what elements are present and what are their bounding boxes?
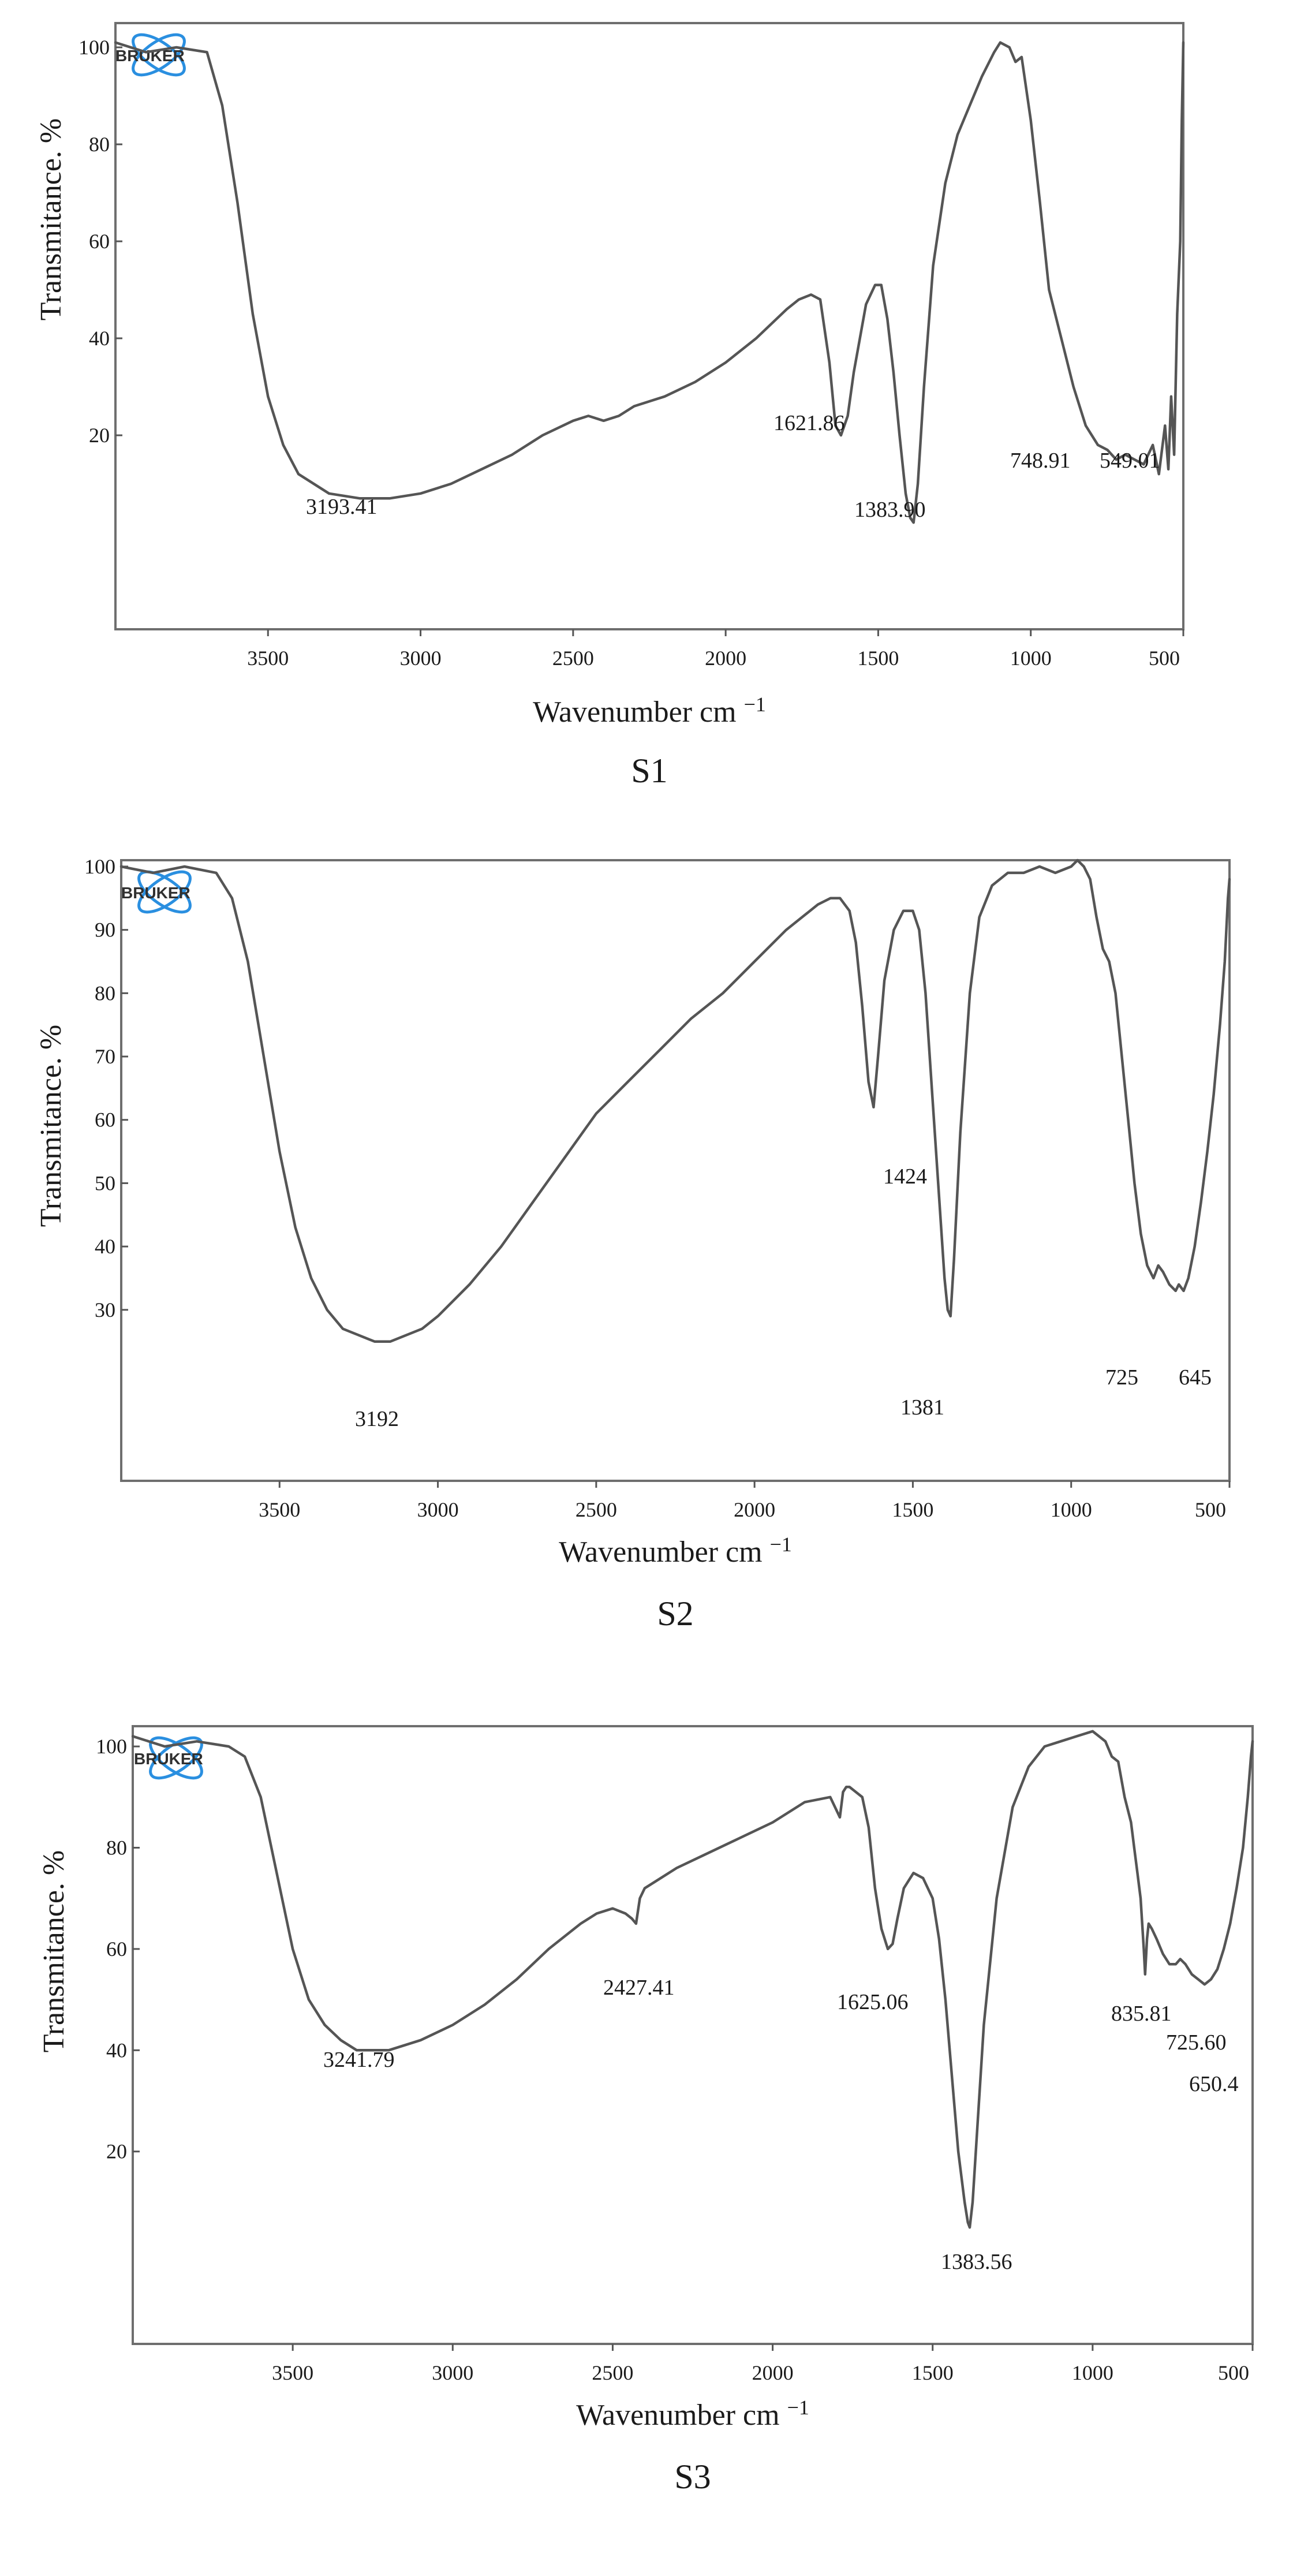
y-tick-label: 20 bbox=[106, 2140, 127, 2163]
peak-label: 3241.79 bbox=[323, 2048, 395, 2072]
panel-label: S3 bbox=[674, 2458, 711, 2496]
y-tick-label: 90 bbox=[95, 919, 115, 942]
peak-label: 1424 bbox=[883, 1164, 927, 1189]
x-tick-label: 1500 bbox=[857, 647, 899, 670]
plot-frame bbox=[114, 22, 1184, 630]
peak-label: 3193.41 bbox=[306, 495, 378, 519]
x-axis-title: Wavenumber cm −1 bbox=[576, 2396, 809, 2432]
x-tick-label: 1500 bbox=[892, 1498, 933, 1521]
peak-label: 1625.06 bbox=[837, 1990, 909, 2014]
peak-label: 725.60 bbox=[1166, 2030, 1227, 2055]
x-tick-label: 500 bbox=[1149, 647, 1180, 670]
y-tick-label: 40 bbox=[89, 327, 110, 350]
peak-label: 1383.90 bbox=[854, 498, 926, 522]
x-tick-label: 3500 bbox=[259, 1498, 300, 1521]
panel-label: S1 bbox=[631, 752, 667, 790]
spectrum-line bbox=[114, 41, 1185, 524]
y-axis-ticks: 20 40 60 80 100 bbox=[79, 36, 122, 447]
x-tick-label: 1000 bbox=[1051, 1498, 1092, 1521]
y-axis-title: Transmitance. % bbox=[35, 118, 68, 320]
x-tick-label: 500 bbox=[1218, 2361, 1249, 2384]
x-tick-label: 2500 bbox=[552, 647, 594, 670]
y-axis-ticks: 30 40 50 60 70 80 90 100 bbox=[84, 855, 128, 1321]
logo-orbit-icon bbox=[149, 1736, 203, 1780]
y-tick-label: 100 bbox=[79, 36, 110, 59]
peak-label: 725 bbox=[1105, 1365, 1138, 1390]
plot-frame bbox=[132, 1725, 1254, 2345]
x-tick-label: 500 bbox=[1195, 1498, 1226, 1521]
logo-orbit-icon bbox=[137, 870, 192, 914]
peak-label: 2427.41 bbox=[603, 1976, 675, 2000]
y-tick-label: 40 bbox=[95, 1235, 115, 1258]
x-tick-label: 1500 bbox=[912, 2361, 954, 2384]
spectrum-panel-s3: BRUKER 20 40 60 80 100 3500 3000 2500 2000 1500 1… bbox=[0, 1692, 1308, 2575]
y-tick-label: 30 bbox=[95, 1298, 115, 1321]
spectrum-line bbox=[131, 1730, 1254, 2229]
logo-orbit-icon bbox=[132, 33, 186, 77]
logo-orbit-icon bbox=[132, 33, 186, 77]
x-tick-label: 2000 bbox=[752, 2361, 794, 2384]
peak-annotations: 3241.79 2427.41 1625.06 1383.56 835.81 7… bbox=[323, 1976, 1239, 2274]
x-tick-label: 1000 bbox=[1010, 647, 1052, 670]
x-tick-label: 1000 bbox=[1072, 2361, 1113, 2384]
panel-label: S2 bbox=[657, 1595, 693, 1633]
chart-s3-svg: BRUKER 20 40 60 80 100 3500 3000 2500 2000 1500 1… bbox=[38, 1725, 1254, 2496]
peak-label: 1381 bbox=[900, 1395, 944, 1420]
peak-label: 650.4 bbox=[1189, 2072, 1239, 2096]
x-axis-ticks: 3500 3000 2500 2000 1500 1000 500 bbox=[247, 629, 1184, 670]
peak-label: 1621.86 bbox=[773, 411, 845, 435]
peak-annotations: 3193.41 1621.86 1383.90 748.91 549.01 bbox=[306, 411, 1160, 522]
peak-annotations: 3192 1424 1381 725 645 bbox=[355, 1164, 1212, 1431]
x-tick-label: 3500 bbox=[247, 647, 289, 670]
y-tick-label: 100 bbox=[96, 1735, 127, 1758]
x-tick-label: 3500 bbox=[272, 2361, 313, 2384]
peak-label: 645 bbox=[1179, 1365, 1212, 1390]
logo-text: BRUKER bbox=[134, 1750, 203, 1768]
x-tick-label: 3000 bbox=[432, 2361, 473, 2384]
chart-s2-svg: BRUKER 30 40 50 60 70 80 90 100 3500 3000 2500 200… bbox=[35, 855, 1231, 1633]
bruker-logo: BRUKER bbox=[121, 870, 192, 914]
y-tick-label: 80 bbox=[89, 133, 110, 156]
peak-label: 835.81 bbox=[1111, 2002, 1172, 2026]
bruker-logo: BRUKER bbox=[134, 1736, 203, 1780]
x-axis-ticks: 3500 3000 2500 2000 1500 1000 500 bbox=[272, 2344, 1254, 2384]
peak-label: 1383.56 bbox=[941, 2250, 1012, 2274]
y-tick-label: 100 bbox=[84, 855, 115, 878]
logo-text: BRUKER bbox=[121, 884, 190, 902]
spectrum-line bbox=[119, 858, 1231, 1343]
y-axis-title: Transmitance. % bbox=[38, 1850, 70, 2052]
x-axis-title: Wavenumber cm −1 bbox=[533, 693, 766, 729]
logo-orbit-icon bbox=[137, 870, 192, 914]
x-tick-label: 2500 bbox=[575, 1498, 617, 1521]
y-axis-title: Transmitance. % bbox=[35, 1025, 68, 1227]
x-tick-label: 3000 bbox=[400, 647, 442, 670]
y-tick-label: 50 bbox=[95, 1171, 115, 1194]
y-tick-label: 20 bbox=[89, 424, 110, 447]
plot-frame bbox=[120, 859, 1231, 1482]
peak-label: 748.91 bbox=[1010, 449, 1071, 473]
x-axis-title: Wavenumber cm −1 bbox=[559, 1533, 792, 1569]
y-tick-label: 80 bbox=[95, 981, 115, 1005]
y-tick-label: 70 bbox=[95, 1045, 115, 1068]
x-tick-label: 3000 bbox=[417, 1498, 459, 1521]
chart-s1-svg: BRUKER 20 40 60 80 100 3500 3000 2500 2000 1500 1… bbox=[35, 22, 1185, 790]
x-axis-ticks: 3500 3000 2500 2000 1500 1000 500 bbox=[259, 1481, 1231, 1521]
x-tick-label: 2000 bbox=[734, 1498, 775, 1521]
y-axis-ticks: 20 40 60 80 100 bbox=[96, 1735, 140, 2163]
x-tick-label: 2000 bbox=[705, 647, 746, 670]
y-tick-label: 60 bbox=[106, 1937, 127, 1961]
bruker-logo: BRUKER bbox=[115, 33, 186, 77]
y-tick-label: 60 bbox=[89, 230, 110, 253]
y-tick-label: 60 bbox=[95, 1108, 115, 1132]
logo-text: BRUKER bbox=[115, 47, 185, 65]
peak-label: 549.01 bbox=[1100, 449, 1160, 473]
x-tick-label: 2500 bbox=[592, 2361, 633, 2384]
y-tick-label: 80 bbox=[106, 1836, 127, 1859]
spectrum-panel-s1: BRUKER 20 40 60 80 100 3500 3000 2500 2000 1500 1… bbox=[0, 0, 1308, 808]
peak-label: 3192 bbox=[355, 1407, 399, 1431]
y-tick-label: 40 bbox=[106, 2039, 127, 2062]
spectrum-panel-s2: BRUKER 30 40 50 60 70 80 90 100 3500 3000 2500 200… bbox=[0, 837, 1308, 1645]
